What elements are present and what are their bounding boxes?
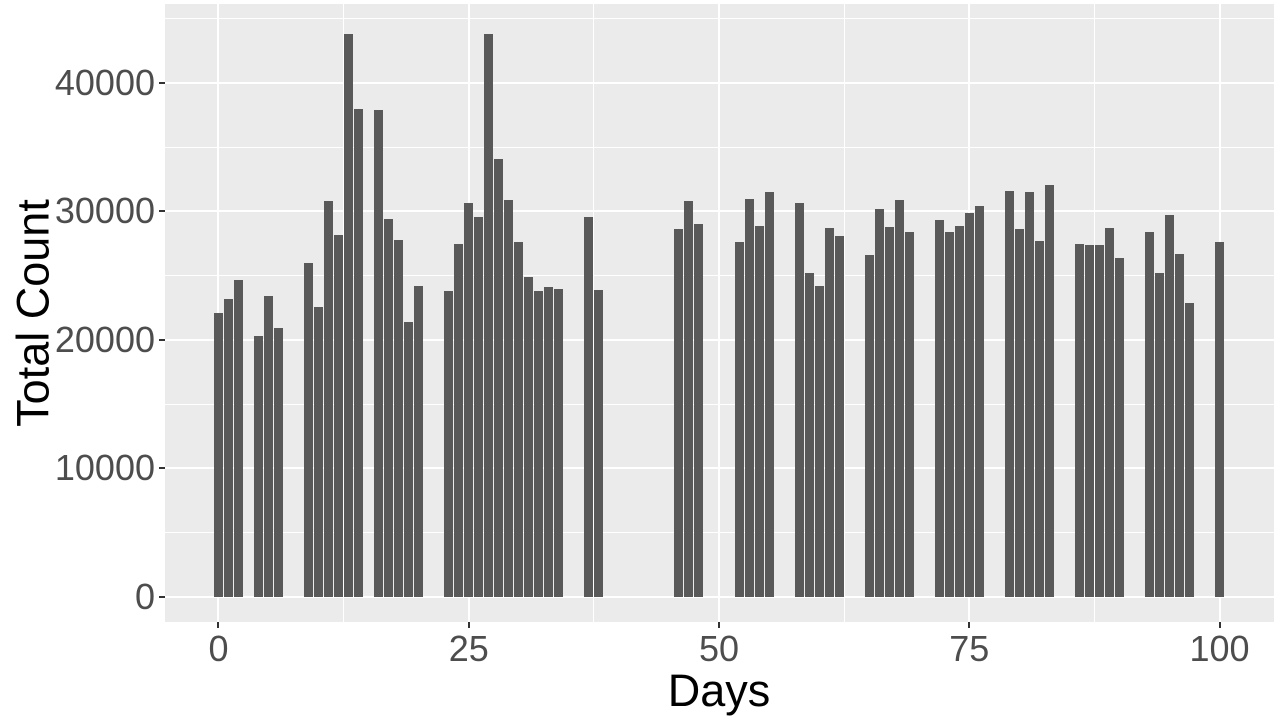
y-tick-label: 30000 — [54, 190, 155, 232]
bar-day-38 — [594, 289, 604, 597]
plot-panel — [165, 4, 1274, 622]
bar-day-18 — [394, 239, 404, 597]
bar-day-66 — [874, 208, 884, 597]
bar-day-68 — [894, 199, 904, 597]
bar-day-100 — [1215, 242, 1225, 597]
bar-day-26 — [474, 216, 484, 597]
x-tick-label: 75 — [949, 628, 990, 669]
bar-day-9 — [304, 262, 314, 597]
x-minor-gridline — [843, 4, 845, 622]
y-tick-label: 20000 — [54, 318, 155, 360]
bar-day-88 — [1094, 244, 1104, 597]
bar-day-90 — [1114, 257, 1124, 597]
bar-day-81 — [1024, 192, 1034, 597]
bar-day-52 — [734, 242, 744, 597]
x-tick-label: 100 — [1189, 628, 1250, 669]
y-axis-tick — [159, 467, 165, 470]
bar-day-12 — [334, 234, 344, 597]
bar-day-76 — [974, 206, 984, 597]
bar-day-74 — [954, 225, 964, 597]
bar-day-72 — [934, 220, 944, 597]
bar-day-67 — [884, 226, 894, 597]
bar-day-55 — [764, 192, 774, 597]
x-tick-label: 0 — [208, 628, 229, 669]
bar-day-23 — [444, 291, 454, 597]
bar-day-62 — [834, 235, 844, 597]
bar-day-13 — [344, 34, 354, 597]
bar-day-69 — [904, 232, 914, 597]
bar-day-54 — [754, 225, 764, 597]
bar-day-10 — [314, 306, 324, 597]
bar-day-60 — [814, 286, 824, 597]
bar-day-46 — [674, 229, 684, 597]
x-tick-label: 25 — [448, 628, 489, 669]
y-tick-label: 10000 — [54, 447, 155, 489]
y-axis-tick — [159, 338, 165, 341]
bar-day-14 — [354, 108, 364, 597]
x-axis-tick — [217, 622, 220, 628]
bar-day-93 — [1144, 232, 1154, 597]
bar-day-89 — [1104, 228, 1114, 597]
bar-day-82 — [1034, 241, 1044, 597]
x-axis-tick — [467, 622, 470, 628]
bar-day-6 — [274, 328, 284, 597]
bar-day-19 — [404, 322, 414, 597]
bar-day-25 — [464, 202, 474, 597]
x-major-gridline — [717, 4, 720, 622]
bar-day-94 — [1154, 273, 1164, 597]
y-axis-tick — [159, 82, 165, 84]
bar-day-20 — [414, 286, 424, 597]
x-tick-label: 50 — [698, 628, 740, 669]
y-tick-label: 40000 — [54, 62, 155, 103]
y-tick-label: 0 — [134, 575, 155, 617]
bar-day-29 — [504, 199, 514, 597]
bar-day-24 — [454, 243, 464, 597]
bar-day-95 — [1164, 215, 1174, 597]
bar-day-53 — [744, 198, 754, 597]
bar-day-4 — [253, 336, 263, 597]
x-minor-gridline — [593, 4, 595, 622]
bar-day-27 — [484, 34, 494, 597]
x-axis-tick — [1218, 622, 1221, 628]
bar-day-28 — [494, 158, 504, 597]
bar-day-47 — [684, 201, 694, 597]
bar-day-61 — [824, 228, 834, 597]
bar-day-0 — [213, 313, 223, 597]
bar-day-83 — [1044, 184, 1054, 597]
x-minor-gridline — [1093, 4, 1095, 622]
bar-day-16 — [374, 109, 384, 597]
bar-day-75 — [964, 212, 974, 597]
y-axis-tick — [159, 595, 165, 598]
bar-day-30 — [514, 242, 524, 597]
bar-day-5 — [264, 296, 273, 597]
bar-day-58 — [794, 202, 804, 597]
bar-day-2 — [233, 279, 243, 597]
x-axis-tick — [968, 622, 971, 628]
bar-day-65 — [864, 255, 874, 597]
bar-day-48 — [694, 224, 704, 597]
x-axis-title: Days — [667, 665, 771, 716]
x-axis-tick — [717, 622, 720, 628]
bar-day-11 — [324, 201, 334, 597]
bar-day-37 — [584, 216, 594, 597]
bar-day-96 — [1174, 253, 1184, 597]
bar-day-80 — [1014, 229, 1024, 597]
y-axis-tick — [159, 210, 165, 213]
bar-day-73 — [944, 232, 954, 597]
bar-day-97 — [1185, 302, 1194, 597]
bar-day-86 — [1074, 243, 1084, 597]
y-axis-title: Total Count — [7, 199, 59, 427]
bar-day-31 — [524, 277, 534, 597]
bar-day-34 — [554, 288, 564, 597]
bar-day-32 — [534, 291, 544, 597]
bar-day-17 — [384, 219, 394, 597]
bar-day-79 — [1004, 190, 1014, 597]
bar-day-87 — [1084, 244, 1094, 597]
x-minor-gridline — [343, 4, 345, 622]
bar-day-59 — [804, 273, 814, 597]
bar-day-1 — [223, 298, 233, 597]
bar-day-33 — [544, 287, 554, 597]
